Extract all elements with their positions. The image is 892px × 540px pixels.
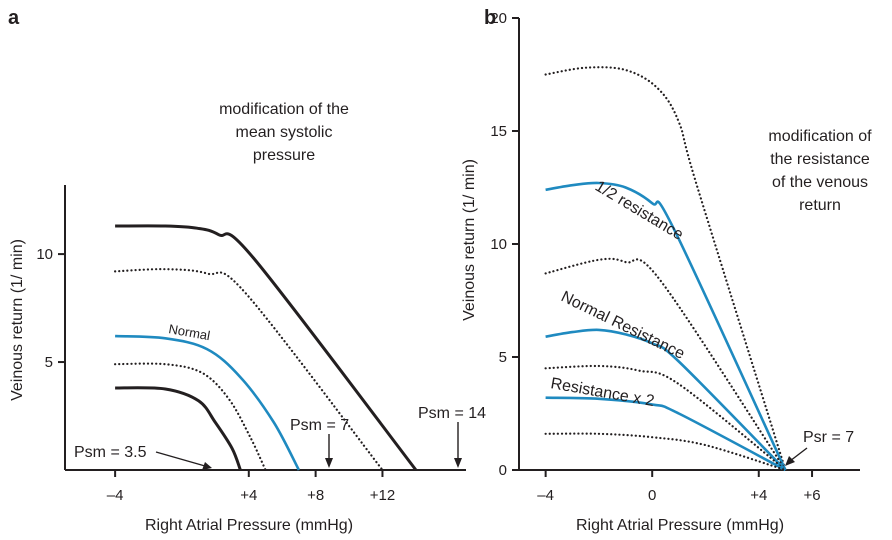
panel-b-note-line-2: the resistance bbox=[770, 151, 870, 168]
panel-a-y-axis-title: Veinous return (1/ min) bbox=[9, 239, 26, 401]
panel-a-curve-1 bbox=[114, 362, 267, 472]
panel-a-curve-2 bbox=[115, 334, 301, 471]
panel-b-x-axis-title: Right Atrial Pressure (mmHg) bbox=[576, 517, 784, 534]
panel-b-curve-3 bbox=[545, 328, 787, 471]
psm-3-5-label: Psm = 3.5 bbox=[74, 444, 147, 461]
panel-a-x-tick-label-3: +12 bbox=[370, 487, 395, 504]
panel-a-curve-4 bbox=[115, 224, 418, 471]
panel-a-curves bbox=[114, 224, 418, 472]
panel-b-y-tick-label-4: 20 bbox=[490, 10, 507, 27]
normal-resistance-label: Normal Resistance bbox=[558, 288, 687, 363]
panel-b-x-tick-label-0: –4 bbox=[537, 487, 554, 504]
panel-b-y-axis-title: Veinous return (1/ min) bbox=[461, 159, 478, 321]
panel-b-y-tick-label-0: 0 bbox=[499, 462, 507, 479]
psm-3-5-arrowhead bbox=[202, 462, 212, 470]
panel-a-y-tick-label-0: 5 bbox=[45, 354, 53, 371]
psr-7-label: Psr = 7 bbox=[803, 429, 854, 446]
panel-a-curve-3 bbox=[114, 268, 384, 472]
panel-a-x-tick-label-0: –4 bbox=[107, 487, 124, 504]
panel-a-letter: a bbox=[8, 7, 20, 29]
psr-7-arrowhead bbox=[785, 456, 795, 466]
psm-7-arrowhead bbox=[325, 458, 333, 468]
panel-a-x-tick-label-1: +4 bbox=[240, 487, 257, 504]
psm-7-label: Psm = 7 bbox=[290, 417, 349, 434]
panel-b-x-tick-label-3: +6 bbox=[803, 487, 820, 504]
panel-b-y-tick-label-3: 15 bbox=[490, 123, 507, 140]
panel-b-curve-0 bbox=[544, 66, 787, 472]
psm-3-5-arrow bbox=[155, 451, 206, 467]
panel-b-curve-4 bbox=[544, 364, 787, 472]
panel-b-psr: Psr = 7 bbox=[785, 429, 854, 466]
panel-b-curve-5 bbox=[545, 396, 787, 472]
panel-a-y-tick-label-1: 10 bbox=[36, 246, 53, 263]
half-resistance-label: 1/2 resistance bbox=[592, 178, 686, 244]
panel-a-note-line-3: pressure bbox=[253, 147, 315, 164]
panel-b-letter: b bbox=[484, 7, 496, 29]
panel-a-x-axis-title: Right Atrial Pressure (mmHg) bbox=[145, 517, 353, 534]
psm-14-arrowhead bbox=[454, 458, 462, 468]
panel-a-x-tick-label-2: +8 bbox=[307, 487, 324, 504]
panel-b-curve-1 bbox=[545, 181, 787, 471]
psr-7-arrow bbox=[789, 447, 808, 462]
panel-b-ticks: –4 0 +4 +6 0 5 10 15 20 bbox=[490, 10, 820, 504]
panel-b-curve-2 bbox=[544, 257, 787, 472]
panel-a-psm-3-5: Psm = 3.5 bbox=[74, 444, 212, 470]
psm-14-label: Psm = 14 bbox=[418, 405, 486, 422]
panel-b-y-tick-label-1: 5 bbox=[499, 349, 507, 366]
panel-a-psm-7: Psm = 7 bbox=[290, 417, 349, 468]
panel-b-curves bbox=[544, 66, 787, 472]
panel-b-note-line-3: of the venous bbox=[772, 174, 868, 191]
panel-a-note-line-2: mean systolic bbox=[236, 124, 333, 141]
panel-b-note-line-4: return bbox=[799, 197, 841, 214]
resistance-x2-label: Resistance x 2 bbox=[549, 375, 655, 410]
panel-a-note: modification of the mean systolic pressu… bbox=[219, 101, 349, 164]
panel-b-x-tick-label-2: +4 bbox=[750, 487, 767, 504]
panel-b-curve-6 bbox=[544, 432, 787, 472]
panel-a-ticks: –4 +4 +8 +12 5 10 bbox=[36, 246, 395, 504]
panel-b-x-tick-label-1: 0 bbox=[648, 487, 656, 504]
panel-b-y-tick-label-2: 10 bbox=[490, 236, 507, 253]
panel-a-note-line-1: modification of the bbox=[219, 101, 349, 118]
panel-a-psm-14: Psm = 14 bbox=[418, 405, 486, 468]
panel-a-curve-0 bbox=[115, 386, 242, 471]
panel-a-normal-label: Normal bbox=[167, 321, 211, 343]
panel-b-note: modification of the resistance of the ve… bbox=[768, 128, 872, 214]
panel-b-note-line-1: modification of bbox=[768, 128, 872, 145]
